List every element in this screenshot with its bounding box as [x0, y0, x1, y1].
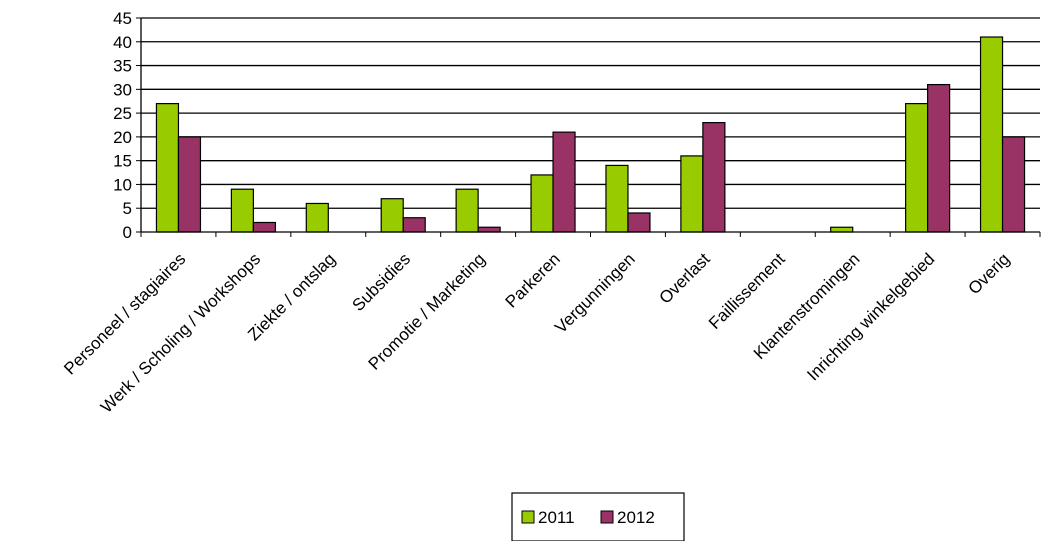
gridlines [141, 17, 1040, 209]
bar-2012 [1001, 136, 1026, 233]
category-label: Overlast [656, 249, 714, 307]
bar-2011 [979, 36, 1004, 233]
category-label: Werk / Scholing / Workshops [97, 249, 264, 416]
legend-swatch-2012 [600, 510, 614, 524]
category-label: Vergunningen [551, 249, 639, 337]
bar-2011 [605, 164, 629, 233]
bar-2012 [702, 122, 726, 233]
y-tick-label: 10 [113, 175, 132, 194]
category-label: Parkeren [502, 249, 564, 311]
legend: 2011 2012 [511, 492, 685, 541]
bar-2011 [530, 174, 554, 233]
bar-2011 [830, 226, 854, 233]
bar-2012 [627, 212, 651, 233]
bar-2012 [252, 221, 276, 233]
y-tick-label: 0 [123, 223, 132, 242]
bar-2011 [305, 202, 329, 233]
legend-label-2011: 2011 [538, 508, 575, 527]
bars [155, 36, 1026, 233]
bar-2011 [155, 102, 180, 233]
category-label: Subsidies [348, 249, 414, 315]
bar-2011 [455, 188, 479, 233]
y-tick-labels: 0 5 10 15 20 25 30 35 40 45 [113, 9, 132, 242]
y-tick-label: 20 [113, 128, 132, 147]
y-tick-label: 40 [113, 33, 132, 52]
category-label: Personeel / stagiaires [60, 249, 189, 378]
y-tick-label: 45 [113, 9, 132, 28]
bar-2011 [230, 188, 254, 233]
bar-2011 [905, 102, 929, 233]
bar-2011 [680, 155, 704, 233]
axes [136, 17, 1041, 237]
bar-2012 [177, 136, 202, 233]
y-tick-label: 30 [113, 80, 132, 99]
category-label: Inrichting winkelgebied [803, 249, 938, 384]
bar-2012 [402, 217, 426, 233]
bar-2012 [552, 131, 576, 233]
legend-label-2012: 2012 [617, 508, 655, 527]
y-tick-label: 5 [123, 199, 132, 218]
y-tick-label: 25 [113, 104, 132, 123]
y-tick-label: 15 [113, 152, 132, 171]
category-label: Faillissement [705, 249, 789, 333]
y-tick-label: 35 [113, 57, 132, 76]
bar-2011 [380, 198, 404, 233]
bar-2012 [927, 83, 951, 233]
bar-2012 [477, 226, 501, 233]
category-label: Overig [965, 249, 1014, 298]
legend-box [511, 492, 685, 541]
legend-swatch-2011 [521, 510, 535, 524]
